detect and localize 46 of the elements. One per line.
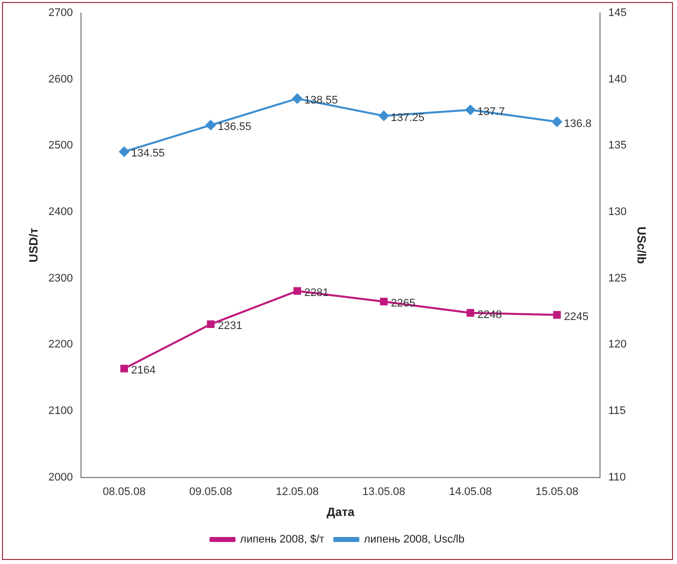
y2-tick-label: 135 (608, 140, 627, 152)
point (466, 309, 474, 317)
legend-label: липень 2008, $/т (240, 534, 324, 546)
x-axis-title: Дата (326, 505, 355, 520)
point (293, 287, 302, 295)
point (553, 311, 561, 319)
y-tick-label: 2400 (48, 206, 73, 218)
y-axis-title: USD/т (26, 228, 41, 262)
point (552, 116, 562, 127)
y2-tick-label: 115 (608, 405, 626, 418)
y-tick-label: 2000 (48, 471, 73, 484)
point (206, 120, 216, 130)
point (119, 146, 130, 157)
data-label: 136.55 (218, 121, 252, 134)
x-tick-label: 15.05.08 (536, 486, 578, 498)
point (206, 320, 215, 328)
point (378, 110, 389, 121)
y2-tick-label: 120 (608, 338, 627, 351)
legend-label: липень 2008, Usc/lb (364, 534, 464, 546)
point (292, 94, 302, 104)
y-tick-label: 2600 (48, 73, 73, 86)
y2-tick-label: 140 (608, 73, 627, 86)
x-tick-label: 08.05.08 (102, 486, 146, 498)
point (465, 104, 476, 115)
x-tick-label: 14.05.08 (448, 486, 492, 498)
data-label: 2245 (564, 310, 588, 323)
x-tick-label: 12.05.08 (276, 486, 319, 498)
y-tick-label: 2100 (48, 405, 73, 418)
y-tick-label: 2700 (48, 7, 73, 20)
y2-tick-label: 110 (608, 471, 626, 484)
x-tick-label: 09.05.08 (189, 486, 232, 498)
data-label: 2231 (218, 320, 242, 332)
y-tick-label: 2500 (48, 140, 73, 152)
y2-tick-label: 130 (608, 206, 627, 218)
y2-tick-label: 145 (608, 7, 627, 20)
data-label: 2164 (131, 364, 156, 377)
y-tick-label: 2200 (48, 338, 73, 351)
data-label: 137.25 (390, 112, 424, 124)
y2-axis-title: USc/lb (634, 226, 648, 264)
data-label: 136.8 (564, 118, 592, 130)
data-label: 134.55 (131, 148, 165, 160)
point (120, 364, 128, 372)
y-tick-label: 2300 (48, 272, 73, 284)
point (380, 298, 388, 306)
x-tick-label: 13.05.08 (362, 486, 406, 498)
y2-tick-label: 125 (608, 272, 627, 284)
